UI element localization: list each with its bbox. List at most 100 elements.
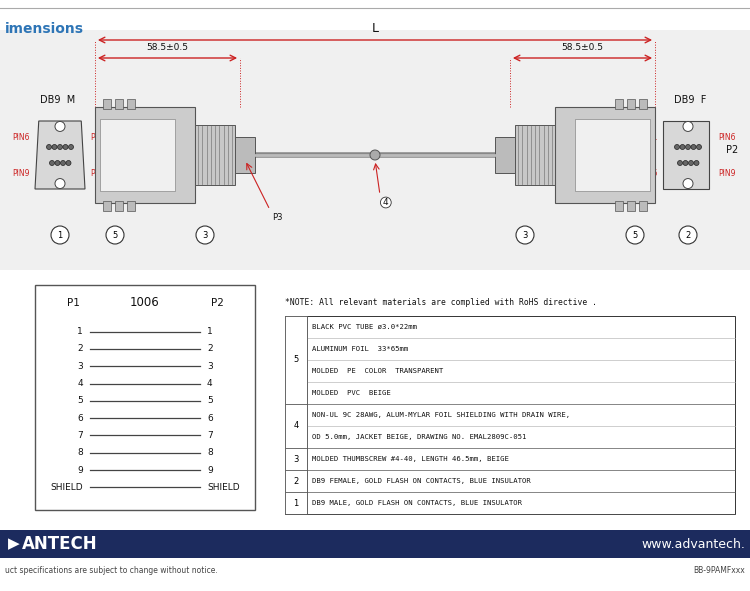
- Text: 7: 7: [207, 431, 213, 440]
- Text: 3: 3: [522, 230, 528, 239]
- Text: 5: 5: [77, 397, 83, 405]
- Text: DB9  M: DB9 M: [40, 95, 76, 105]
- Text: SHIELD: SHIELD: [50, 483, 83, 492]
- Bar: [285, 316, 307, 404]
- Polygon shape: [35, 121, 85, 189]
- Circle shape: [683, 121, 693, 131]
- Bar: [127, 201, 135, 211]
- Text: ANTECH: ANTECH: [22, 535, 98, 553]
- Circle shape: [58, 145, 62, 150]
- Bar: [285, 316, 735, 514]
- Bar: [195, 125, 235, 185]
- Text: BB-9PAMFxxx: BB-9PAMFxxx: [693, 566, 745, 575]
- Bar: [495, 137, 515, 173]
- Bar: [103, 201, 111, 211]
- Text: 5: 5: [293, 356, 298, 365]
- Text: 2: 2: [293, 476, 298, 485]
- Circle shape: [63, 145, 68, 150]
- Text: PIN5: PIN5: [640, 168, 658, 177]
- Text: 1: 1: [293, 498, 298, 508]
- Text: 8: 8: [207, 448, 213, 457]
- Circle shape: [196, 226, 214, 244]
- Circle shape: [679, 226, 697, 244]
- Text: 5: 5: [632, 230, 638, 239]
- Circle shape: [51, 226, 69, 244]
- Text: PIN9: PIN9: [13, 168, 30, 177]
- Circle shape: [55, 161, 60, 165]
- Bar: [285, 448, 307, 470]
- Bar: [0, 270, 750, 530]
- Text: 4: 4: [207, 379, 213, 388]
- Text: 7: 7: [77, 431, 83, 440]
- Text: *NOTE: All relevant materials are complied with RoHS directive .: *NOTE: All relevant materials are compli…: [285, 298, 597, 307]
- Text: 58.5±0.5: 58.5±0.5: [146, 43, 188, 52]
- Bar: [639, 99, 647, 109]
- Polygon shape: [663, 121, 710, 189]
- Text: P2: P2: [211, 298, 224, 308]
- Text: P1: P1: [67, 298, 80, 308]
- Text: 4: 4: [77, 379, 83, 388]
- Text: 9: 9: [207, 466, 213, 475]
- Text: PIN1: PIN1: [90, 132, 107, 141]
- Bar: [627, 201, 635, 211]
- Bar: [103, 99, 111, 109]
- Text: 6: 6: [77, 414, 83, 423]
- Text: 4: 4: [293, 421, 298, 430]
- Bar: [555, 107, 655, 203]
- Text: PIN9: PIN9: [718, 168, 736, 177]
- Text: PIN5: PIN5: [90, 168, 107, 177]
- Text: SHIELD: SHIELD: [207, 483, 240, 492]
- Bar: [615, 99, 623, 109]
- Circle shape: [52, 145, 57, 150]
- Circle shape: [370, 150, 380, 160]
- Text: 8: 8: [77, 448, 83, 457]
- Bar: [615, 201, 623, 211]
- Bar: [0, 530, 750, 558]
- Bar: [0, 30, 750, 270]
- Text: 1: 1: [77, 327, 83, 336]
- Bar: [285, 470, 307, 492]
- Text: www.advantech.: www.advantech.: [641, 537, 745, 550]
- Bar: [100, 119, 175, 191]
- Text: ALUMINUM FOIL  33*65mm: ALUMINUM FOIL 33*65mm: [312, 346, 408, 352]
- Bar: [95, 107, 195, 203]
- Bar: [575, 119, 650, 191]
- Text: imensions: imensions: [5, 22, 84, 36]
- Text: 5: 5: [112, 230, 118, 239]
- Text: 4: 4: [383, 198, 388, 207]
- Circle shape: [55, 121, 65, 131]
- Circle shape: [683, 161, 688, 165]
- Text: DB9 FEMALE, GOLD FLASH ON CONTACTS, BLUE INSULATOR: DB9 FEMALE, GOLD FLASH ON CONTACTS, BLUE…: [312, 478, 531, 484]
- Text: 1: 1: [57, 230, 62, 239]
- Text: PIN1: PIN1: [640, 132, 658, 141]
- Text: 3: 3: [207, 362, 213, 371]
- Circle shape: [688, 161, 694, 165]
- Text: P2: P2: [726, 145, 738, 155]
- Text: ▶: ▶: [8, 537, 20, 551]
- Text: uct specifications are subject to change without notice.: uct specifications are subject to change…: [5, 566, 217, 575]
- Text: 3: 3: [202, 230, 208, 239]
- Text: 3: 3: [77, 362, 83, 371]
- Text: 2: 2: [207, 345, 213, 353]
- Bar: [115, 99, 123, 109]
- Text: DB9  F: DB9 F: [674, 95, 706, 105]
- Circle shape: [683, 178, 693, 189]
- Text: 58.5±0.5: 58.5±0.5: [562, 43, 604, 52]
- Text: PIN6: PIN6: [13, 132, 30, 141]
- Circle shape: [106, 226, 124, 244]
- Text: PIN6: PIN6: [718, 132, 736, 141]
- Text: OD 5.0mm, JACKET BEIGE, DRAWING NO. EMAL2809C-051: OD 5.0mm, JACKET BEIGE, DRAWING NO. EMAL…: [312, 434, 526, 440]
- Circle shape: [677, 161, 682, 165]
- Circle shape: [61, 161, 65, 165]
- Bar: [115, 201, 123, 211]
- Bar: [285, 492, 307, 514]
- Circle shape: [68, 145, 74, 150]
- Circle shape: [516, 226, 534, 244]
- Text: BLACK PVC TUBE ø3.0*22mm: BLACK PVC TUBE ø3.0*22mm: [312, 324, 417, 330]
- Text: 1: 1: [207, 327, 213, 336]
- Bar: [285, 404, 307, 448]
- Text: L: L: [371, 22, 379, 35]
- Circle shape: [50, 161, 55, 165]
- Text: 1006: 1006: [130, 297, 160, 310]
- Text: 6: 6: [207, 414, 213, 423]
